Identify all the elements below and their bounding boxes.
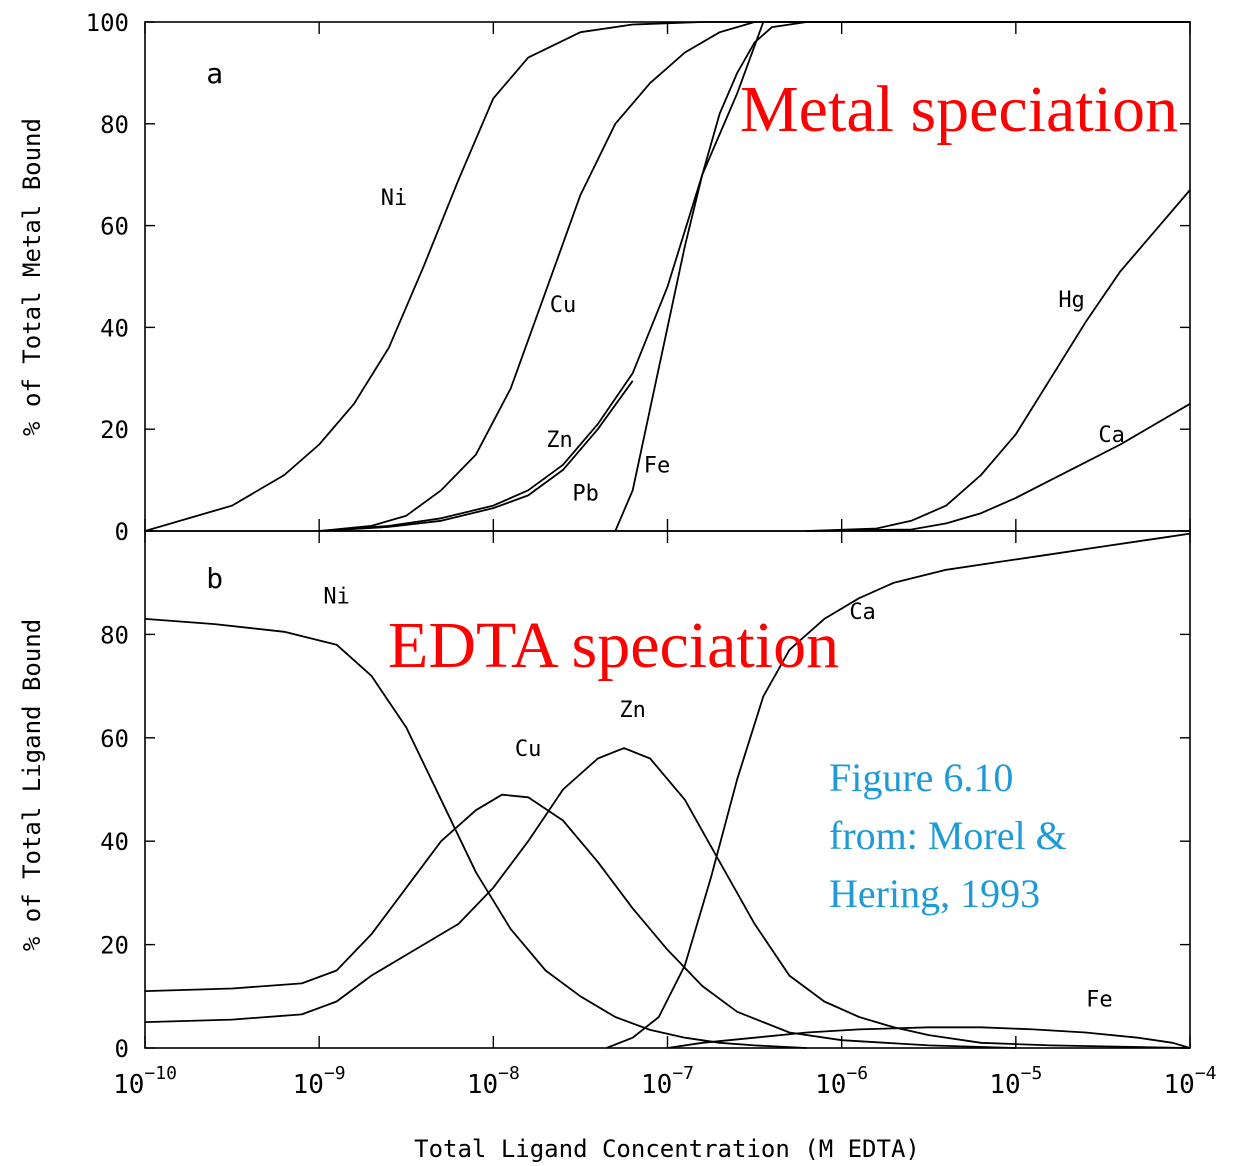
y-tick-label: 60 bbox=[100, 725, 129, 753]
y-tick-label: 80 bbox=[100, 621, 129, 649]
series-label: Zn bbox=[619, 698, 646, 723]
series-label: Cu bbox=[550, 293, 577, 318]
y-tick-label: 20 bbox=[100, 932, 129, 960]
x-tick-label: 10−6 bbox=[815, 1063, 868, 1100]
y-tick-label: 0 bbox=[115, 1035, 129, 1063]
series-line-fe-a bbox=[614, 21, 1190, 532]
y-tick-label: 60 bbox=[100, 213, 129, 241]
x-tick-label: 10−10 bbox=[113, 1063, 177, 1100]
x-tick-labels: 10−10 10−9 10−8 10−7 10−6 10−5 10−4 bbox=[113, 1063, 1216, 1100]
series-line-pb-a bbox=[319, 380, 634, 532]
citation-line: Figure 6.10 bbox=[829, 755, 1013, 800]
series-line-hg-a bbox=[806, 189, 1191, 532]
series-line-ca-a bbox=[806, 403, 1191, 532]
y-axis-label-b: % of Total Ligand Bound bbox=[18, 619, 46, 951]
series-label: Fe bbox=[1086, 988, 1113, 1013]
series-line-fe-b bbox=[667, 1026, 1191, 1049]
series-line-zn-a bbox=[319, 21, 1190, 532]
series-label: Hg bbox=[1058, 288, 1085, 313]
series-label: Ni bbox=[381, 186, 408, 211]
series-label: b bbox=[206, 562, 223, 595]
x-tick-label: 10−7 bbox=[641, 1063, 694, 1100]
citation-line: from: Morel & bbox=[829, 813, 1067, 858]
series-line-cu-a bbox=[319, 21, 1190, 532]
x-axis-label: Total Ligand Concentration (M EDTA) bbox=[414, 1135, 920, 1163]
edta-speciation-overlay: EDTA speciation bbox=[388, 609, 839, 682]
series-label: Ni bbox=[323, 584, 350, 609]
series-line-cu-b bbox=[144, 793, 1016, 1049]
y-tick-label: 20 bbox=[100, 416, 129, 444]
x-tick-label: 10−8 bbox=[467, 1063, 520, 1100]
y-tick-label: 100 bbox=[86, 9, 129, 37]
series-line-ni-a bbox=[144, 21, 1190, 532]
panel-a: 0 20 40 60 80 100 a Ni Cu Zn Pb Fe Hg Ca bbox=[86, 9, 1191, 546]
x-tick-label: 10−5 bbox=[989, 1063, 1042, 1100]
panel-b: 0 20 40 60 80 b Ni Ca Zn Cu Fe bbox=[100, 530, 1191, 1063]
series-line-ni-b bbox=[144, 618, 807, 1049]
y-tick-label: 0 bbox=[115, 518, 129, 546]
series-label: Ca bbox=[849, 600, 876, 625]
series-label: Fe bbox=[644, 453, 671, 478]
x-tick-label: 10−9 bbox=[293, 1063, 346, 1100]
series-label: a bbox=[206, 57, 223, 90]
y-tick-label: 80 bbox=[100, 111, 129, 139]
citation-line: Hering, 1993 bbox=[829, 871, 1040, 916]
series-line-ca-b bbox=[606, 532, 1191, 1049]
x-tick-label: 10−4 bbox=[1164, 1063, 1217, 1100]
y-tick-label: 40 bbox=[100, 314, 129, 342]
y-axis-label-a: % of Total Metal Bound bbox=[18, 118, 46, 436]
series-label: Cu bbox=[515, 737, 542, 762]
series-label: Zn bbox=[546, 428, 573, 453]
metal-speciation-overlay: Metal speciation bbox=[740, 73, 1178, 146]
series-label: Pb bbox=[572, 481, 599, 506]
citation-overlay: Figure 6.10 from: Morel & Hering, 1993 bbox=[829, 755, 1067, 916]
series-label: Ca bbox=[1098, 423, 1125, 448]
y-tick-label: 40 bbox=[100, 828, 129, 856]
